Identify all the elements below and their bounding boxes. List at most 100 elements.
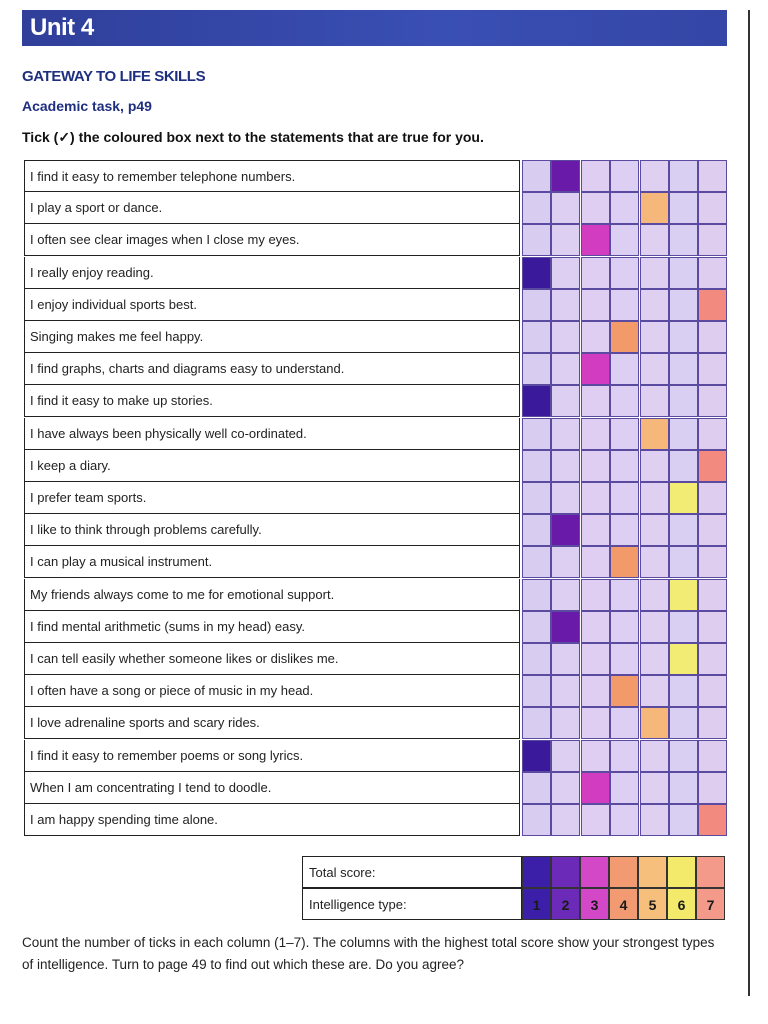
intelligence-type-number: 5: [638, 888, 667, 920]
unit-title: Unit 4: [30, 14, 94, 41]
tick-box-blank: [551, 449, 581, 482]
tick-box-blank: [669, 675, 698, 708]
tick-box-blank: [669, 739, 698, 772]
tick-box-blank: [580, 385, 610, 418]
total-score-cell[interactable]: [551, 856, 580, 888]
total-score-label: Total score:: [302, 856, 522, 888]
intelligence-type-number: 1: [522, 888, 551, 920]
tick-box-group: [522, 224, 728, 257]
tick-box-blank: [610, 256, 640, 289]
tick-box[interactable]: [580, 224, 610, 257]
tick-box-blank: [610, 160, 640, 192]
statement-text: I play a sport or dance.: [24, 192, 520, 225]
tick-box[interactable]: [580, 353, 610, 386]
tick-box-blank: [669, 385, 698, 418]
tick-box-blank: [698, 578, 728, 611]
total-score-cell[interactable]: [638, 856, 667, 888]
tick-box-blank: [522, 482, 551, 514]
tick-box-blank: [669, 514, 698, 547]
tick-box[interactable]: [698, 804, 728, 836]
tick-box[interactable]: [639, 192, 669, 225]
tick-box-blank: [639, 578, 669, 611]
statement-text: I find it easy to remember poems or song…: [24, 739, 520, 772]
tick-box-blank: [698, 385, 728, 418]
statement-text: When I am concentrating I tend to doodle…: [24, 771, 520, 804]
tick-box-blank: [580, 256, 610, 289]
statement-text: I can tell easily whether someone likes …: [24, 643, 520, 675]
tick-box-group: [522, 739, 728, 772]
table-row: My friends always come to me for emotion…: [24, 578, 728, 611]
statement-text: I find it easy to remember telephone num…: [24, 160, 520, 192]
tick-box-blank: [522, 192, 551, 225]
total-score-cell[interactable]: [580, 856, 609, 888]
tick-box[interactable]: [610, 675, 640, 708]
intelligence-type-number: 2: [551, 888, 580, 920]
tick-box[interactable]: [669, 482, 698, 514]
tick-box-blank: [698, 546, 728, 579]
table-row: I like to think through problems careful…: [24, 514, 728, 547]
statement-text: I love adrenaline sports and scary rides…: [24, 707, 520, 740]
tick-box-blank: [522, 643, 551, 675]
tick-box-blank: [639, 321, 669, 353]
total-score-cell[interactable]: [667, 856, 696, 888]
tick-box[interactable]: [610, 321, 640, 353]
tick-box[interactable]: [669, 643, 698, 675]
intelligence-type-number: 7: [696, 888, 725, 920]
tick-box-blank: [639, 804, 669, 836]
tick-box-group: [522, 482, 728, 514]
tick-box[interactable]: [522, 256, 551, 289]
table-row: I find it easy to remember telephone num…: [24, 160, 728, 192]
tick-box-blank: [551, 771, 581, 804]
tick-box[interactable]: [698, 449, 728, 482]
tick-box-blank: [610, 771, 640, 804]
tick-box-blank: [551, 353, 581, 386]
tick-box-blank: [698, 739, 728, 772]
tick-box-blank: [551, 739, 581, 772]
tick-box-blank: [610, 804, 640, 836]
statement-text: I am happy spending time alone.: [24, 804, 520, 836]
tick-box-blank: [522, 321, 551, 353]
total-score-cell[interactable]: [609, 856, 638, 888]
total-score-cell[interactable]: [696, 856, 725, 888]
tick-box[interactable]: [698, 288, 728, 321]
tick-box[interactable]: [522, 385, 551, 418]
tick-box-group: [522, 771, 728, 804]
tick-box-blank: [522, 224, 551, 257]
tick-box-blank: [610, 514, 640, 547]
tick-box[interactable]: [610, 546, 640, 579]
tick-box[interactable]: [551, 514, 581, 547]
tick-box-blank: [639, 288, 669, 321]
tick-box-blank: [669, 707, 698, 740]
statement-text: I enjoy individual sports best.: [24, 288, 520, 321]
tick-box-blank: [551, 578, 581, 611]
tick-box-blank: [580, 288, 610, 321]
page-divider: [748, 10, 750, 996]
tick-box-blank: [580, 514, 610, 547]
tick-box[interactable]: [639, 707, 669, 740]
tick-box-group: [522, 675, 728, 708]
tick-box-blank: [639, 385, 669, 418]
tick-box-blank: [698, 256, 728, 289]
tick-box-blank: [698, 514, 728, 547]
tick-box-blank: [639, 675, 669, 708]
tick-box[interactable]: [522, 739, 551, 772]
tick-box-blank: [580, 707, 610, 740]
tick-box[interactable]: [551, 610, 581, 643]
tick-box-blank: [669, 804, 698, 836]
tick-box-blank: [551, 643, 581, 675]
tick-box-blank: [639, 449, 669, 482]
tick-box[interactable]: [551, 160, 581, 192]
tick-box-blank: [580, 417, 610, 450]
intelligence-type-number: 3: [580, 888, 609, 920]
tick-box-blank: [522, 771, 551, 804]
tick-box-blank: [639, 224, 669, 257]
tick-box[interactable]: [580, 771, 610, 804]
tick-box[interactable]: [639, 417, 669, 450]
tick-box-blank: [669, 353, 698, 386]
tick-box-group: [522, 578, 728, 611]
tick-box-blank: [698, 707, 728, 740]
tick-box-blank: [610, 288, 640, 321]
tick-box[interactable]: [669, 578, 698, 611]
total-score-cell[interactable]: [522, 856, 551, 888]
tick-box-blank: [669, 546, 698, 579]
